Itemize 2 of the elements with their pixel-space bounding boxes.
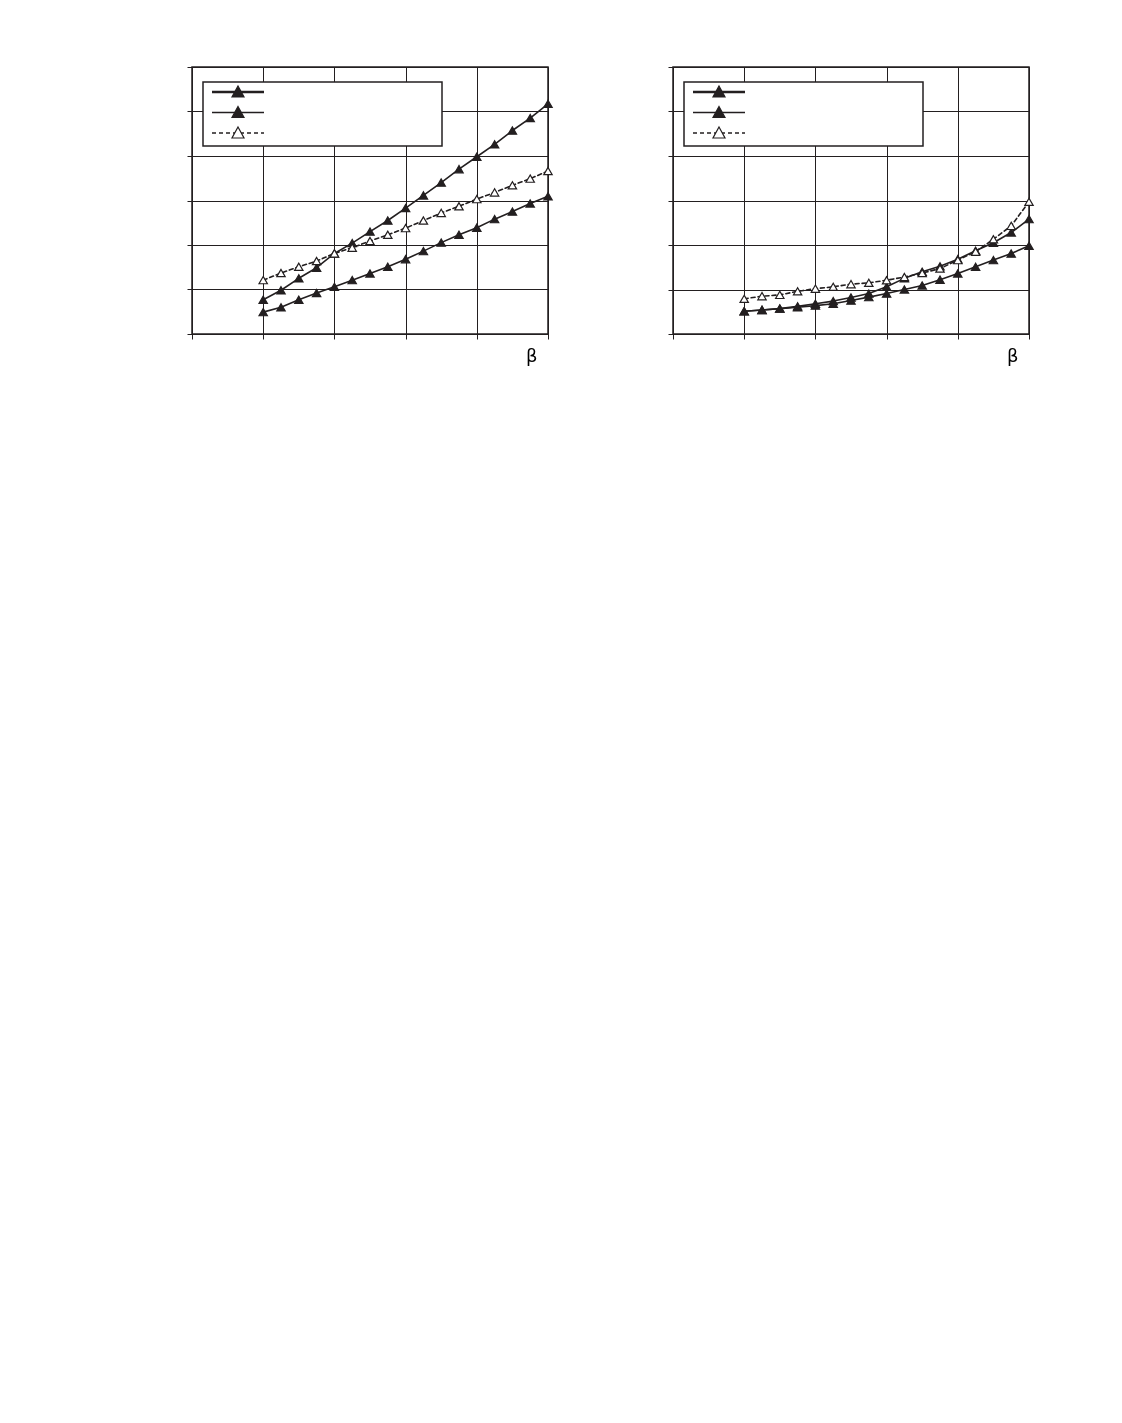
x-axis-title: β xyxy=(526,345,538,366)
x-axis-title: β xyxy=(1007,345,1019,366)
